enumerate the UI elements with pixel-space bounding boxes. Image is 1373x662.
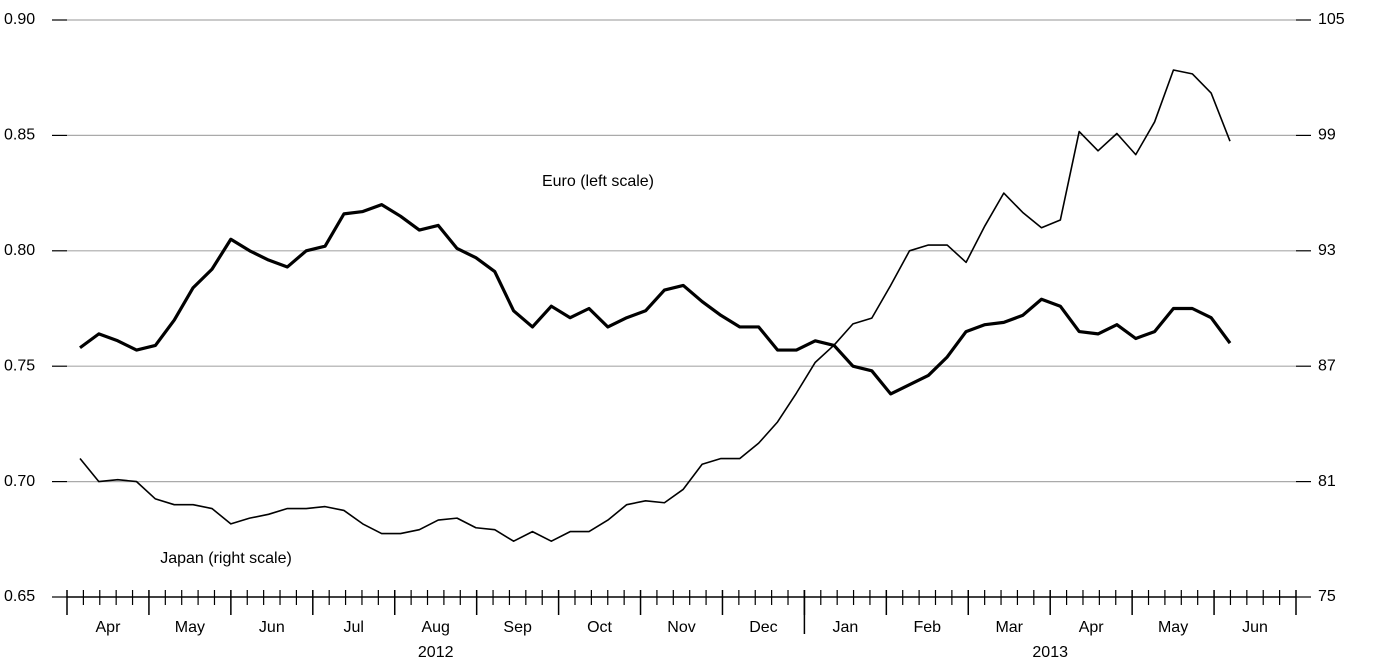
x-tick-label: Apr — [96, 619, 122, 636]
y-tick-label: 0.80 — [4, 242, 35, 259]
y2-tick-label: 75 — [1318, 588, 1336, 605]
x-tick-label: Aug — [421, 619, 449, 636]
x-tick-label: May — [175, 619, 205, 636]
y2-tick-label: 87 — [1318, 357, 1336, 374]
x-tick-label: Sep — [503, 619, 532, 636]
x-tick-label: Jun — [259, 619, 285, 636]
year-label: 2013 — [1032, 644, 1068, 661]
x-tick-label: Jun — [1242, 619, 1268, 636]
series-line — [79, 203, 1232, 396]
y-tick-label: 0.65 — [4, 588, 35, 605]
year-label: 2012 — [418, 644, 454, 661]
y-tick-label: 0.70 — [4, 473, 35, 490]
x-tick-label: Jul — [344, 619, 364, 636]
y2-tick-label: 81 — [1318, 473, 1336, 490]
x-tick-label: Dec — [749, 619, 777, 636]
y2-tick-label: 105 — [1318, 11, 1345, 28]
series-label: Japan (right scale) — [160, 550, 292, 567]
x-tick-label: Jan — [832, 619, 858, 636]
x-tick-label: Apr — [1079, 619, 1105, 636]
y2-tick-label: 99 — [1318, 127, 1336, 144]
x-tick-label: Nov — [667, 619, 695, 636]
y-tick-label: 0.75 — [4, 357, 35, 374]
y2-tick-label: 93 — [1318, 242, 1336, 259]
y-tick-label: 0.90 — [4, 11, 35, 28]
y-tick-label: 0.85 — [4, 127, 35, 144]
series-label: Euro (left scale) — [542, 173, 654, 190]
x-tick-label: May — [1158, 619, 1188, 636]
x-tick-label: Oct — [587, 619, 612, 636]
series-line — [79, 69, 1231, 543]
x-tick-label: Feb — [914, 619, 942, 636]
x-tick-label: Mar — [995, 619, 1023, 636]
